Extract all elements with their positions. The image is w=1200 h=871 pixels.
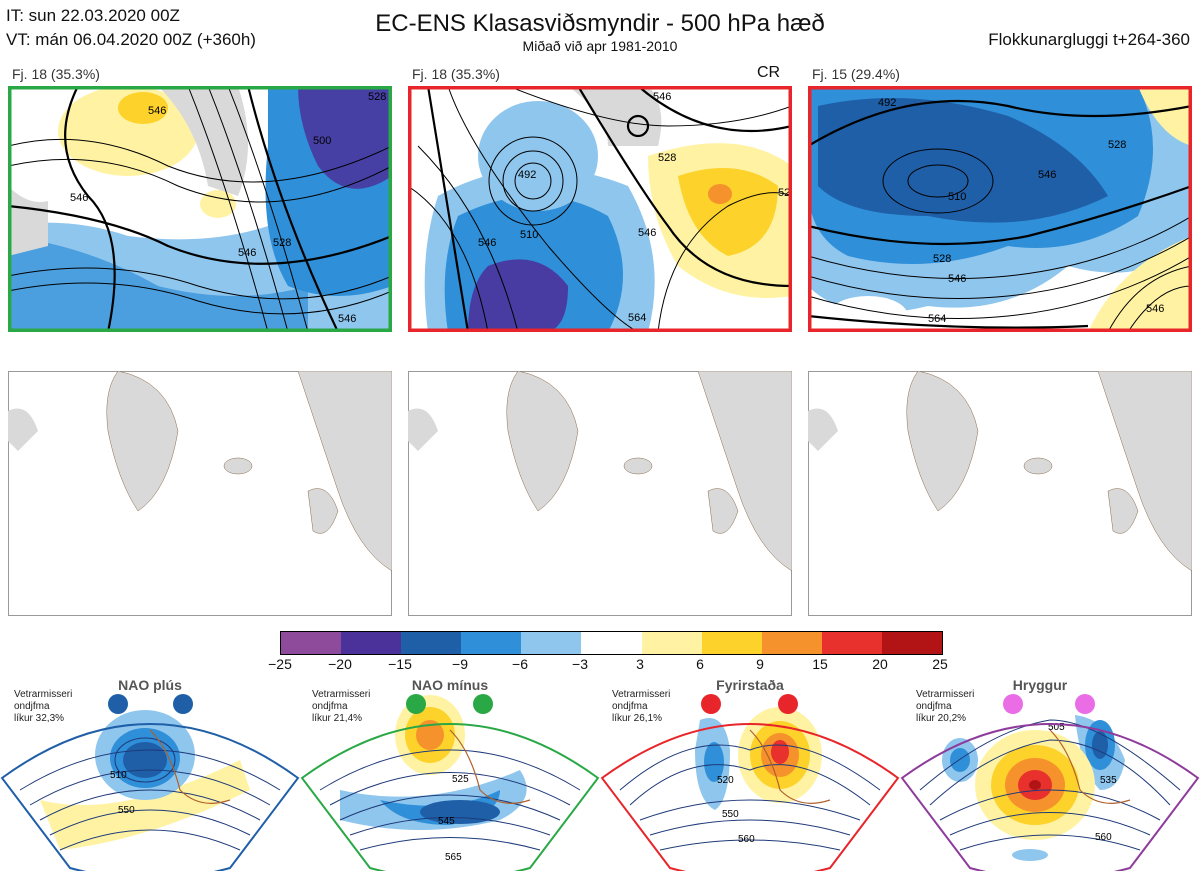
cluster-2-contour-label: 528 [658, 152, 676, 164]
colorbar-tick-label: −15 [388, 656, 412, 672]
regime-2-contour-label: 565 [445, 852, 462, 863]
colorbar-swatch [401, 632, 462, 654]
cluster-1-contour-label: 546 [70, 192, 88, 204]
colorbar-swatch [281, 632, 342, 654]
cluster-2-contour-label: 492 [518, 169, 536, 181]
cluster-1-contour-label: 528 [368, 91, 386, 103]
cluster-3-contour-label: 510 [948, 191, 966, 203]
colorbar-swatch [581, 632, 642, 654]
colorbar-tick-label: −3 [572, 656, 588, 672]
regime-3-stats: Vetrarmisseri ondjfma líkur 26,1% [612, 689, 671, 724]
regime-4-contour-label: 560 [1095, 832, 1112, 843]
colorbar-tick-label: 15 [812, 656, 828, 672]
regime-4-name: Hryggur [1012, 677, 1068, 693]
colorbar-tick-label: −25 [268, 656, 292, 672]
cluster-1-contour-label: 528 [273, 237, 291, 249]
colorbar-tick-label: −9 [452, 656, 468, 672]
classification-window: Flokkunargluggi t+264-360 [988, 30, 1190, 49]
cluster-1-contour-label: 546 [238, 247, 256, 259]
regime-2-contour-label: 525 [452, 774, 469, 785]
colorbar-swatch [761, 632, 822, 654]
cluster-2-contour-label: 564 [628, 312, 646, 324]
regime-2-contour-label: 545 [438, 816, 455, 827]
colorbar-swatch [341, 632, 402, 654]
colorbar-swatch [701, 632, 762, 654]
regime-1-stats: Vetrarmisseri ondjfma líkur 32,3% [14, 689, 73, 724]
regime-2-stats: Vetrarmisseri ondjfma líkur 21,4% [312, 689, 371, 724]
empty-map-1 [8, 371, 392, 616]
cluster-2-contour-label: 546 [638, 227, 656, 239]
cluster-map-2: 546 528 510 546 528 492 546 564 [408, 86, 792, 332]
cluster-1-contour-label: 546 [148, 105, 166, 117]
regime-4-contour-label: 535 [1100, 775, 1117, 786]
cluster-3-label: Fj. 15 (29.4%) [812, 66, 900, 82]
regime-3-contour-label: 520 [717, 775, 734, 786]
regime-3-contour-label: 560 [738, 834, 755, 845]
page-subtitle: Miðað við apr 1981-2010 [522, 38, 678, 54]
colorbar-tick-label: −20 [328, 656, 352, 672]
colorbar-tick-label: −6 [512, 656, 528, 672]
empty-map-3 [808, 371, 1192, 616]
cluster-3-contour-label: 546 [1146, 303, 1164, 315]
regime-4-stats: Vetrarmisseri ondjfma líkur 20,2% [916, 689, 975, 724]
regime-map-4: 505 535 560 [900, 694, 1200, 871]
regime-3-contour-label: 550 [722, 809, 739, 820]
regime-1-contour-label: 550 [118, 805, 135, 816]
colorbar-swatch [881, 632, 943, 654]
colorbar-swatch [521, 632, 582, 654]
cluster-map-3: 492 510 528 546 564 528 546 546 [808, 86, 1192, 332]
cluster-3-contour-label: 546 [948, 273, 966, 285]
page-title: EC-ENS Klasasviðsmyndir - 500 hPa hæð [375, 10, 825, 37]
empty-map-2 [408, 371, 792, 616]
colorbar-swatch [461, 632, 522, 654]
cluster-1-contour-label: 500 [313, 135, 331, 147]
colorbar [280, 631, 943, 655]
cluster-1-contour-label: 546 [338, 313, 356, 325]
cluster-2-label: Fj. 18 (35.3%) [412, 66, 500, 82]
regime-map-3: 520 550 560 [600, 694, 900, 871]
colorbar-tick-label: 25 [932, 656, 948, 672]
colorbar-tick-label: 3 [636, 656, 644, 672]
valid-time: VT: mán 06.04.2020 00Z (+360h) [6, 30, 256, 49]
regime-map-1: 510 550 [0, 694, 300, 871]
regime-map-2: 525 545 565 [300, 694, 600, 871]
initial-time: IT: sun 22.03.2020 00Z [6, 6, 180, 25]
regime-4-contour-label: 505 [1048, 722, 1065, 733]
regime-1-name: NAO plús [118, 677, 182, 693]
cluster-2-contour-label: 510 [520, 229, 538, 241]
colorbar-tick-label: 9 [756, 656, 764, 672]
colorbar-tick-label: 6 [696, 656, 704, 672]
regime-2-name: NAO mínus [411, 677, 489, 693]
cluster-3-contour-label: 528 [933, 253, 951, 265]
regime-1-contour-label: 510 [110, 770, 127, 781]
cluster-3-contour-label: 492 [878, 97, 896, 109]
colorbar-swatch [821, 632, 882, 654]
cluster-3-contour-label: 528 [1108, 139, 1126, 151]
cluster-3-contour-label: 546 [1038, 169, 1056, 181]
colorbar-tick-label: 20 [872, 656, 888, 672]
cluster-3-contour-label: 564 [928, 313, 946, 325]
cluster-2-tag: CR [757, 64, 781, 81]
cluster-1-label: Fj. 18 (35.3%) [12, 66, 100, 82]
regime-3-name: Fyrirstaða [716, 677, 784, 693]
cluster-map-1: 546 528 546 546 528 546 500 [8, 86, 392, 332]
cluster-2-contour-label: 546 [478, 237, 496, 249]
cluster-2-contour-label: 546 [653, 91, 671, 103]
colorbar-swatch [641, 632, 702, 654]
